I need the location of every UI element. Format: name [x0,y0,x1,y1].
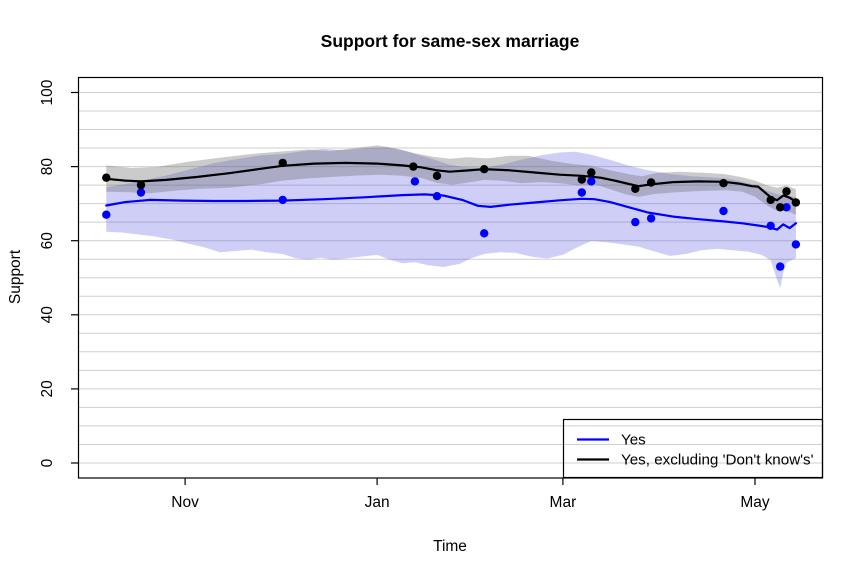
y-axis: 0 20 40 60 80 100 [39,79,78,467]
y-tick-label: 100 [39,79,56,105]
legend-label-yes-excluding: Yes, excluding 'Don't know's' [621,452,814,469]
poll-point-yes [776,262,785,271]
x-tick-label: Jan [365,494,390,511]
poll-point-yes [766,221,775,230]
poll-point-yes-excluding [278,158,287,168]
poll-point-yes [719,206,728,216]
poll-point-yes-excluding [782,187,791,196]
poll-point-yes [278,195,287,205]
x-axis: Nov Jan Mar May [171,478,770,511]
legend: Yes Yes, excluding 'Don't know's' [562,418,824,479]
trend-line-yes-excluding [105,161,798,203]
poll-point-yes [432,192,442,201]
trend-line-yes [105,193,798,231]
poll-point-yes [577,188,586,197]
trend-lines [105,161,798,231]
poll-point-yes-excluding [631,184,640,193]
poll-point-yes-excluding [432,171,442,180]
y-tick-label: 20 [39,380,56,398]
poll-point-yes-excluding [776,203,785,212]
poll-point-yes [102,210,111,219]
poll-point-yes-excluding [577,175,586,184]
poll-point-yes [410,177,420,186]
poll-point-yes [587,177,596,186]
poll-point-yes [646,214,656,223]
poll-point-yes [791,240,801,249]
poll-point-yes-excluding [409,162,418,171]
chart-title: Support for same-sex marriage [321,31,580,51]
poll-point-yes-excluding [136,180,146,190]
poll-point-yes [631,217,640,227]
x-tick-label: Mar [550,494,577,511]
legend-box [562,418,824,479]
poll-point-yes [782,203,791,212]
poll-point-yes-excluding [587,168,596,177]
y-tick-label: 40 [39,306,56,324]
y-axis-label: Support [7,249,24,304]
poll-point-yes-excluding [791,198,801,207]
poll-point-yes-excluding [480,165,489,174]
x-tick-label: May [740,494,770,511]
poll-point-yes [480,229,489,238]
poll-point-yes-excluding [766,195,775,205]
poll-point-yes-excluding [646,178,656,187]
plot-border [77,76,824,479]
y-tick-label: 0 [39,458,56,467]
x-tick-label: Nov [171,494,199,511]
poll-point-yes [136,188,146,197]
poll-points [102,158,801,271]
x-axis-label: Time [433,538,467,555]
legend-label-yes: Yes [621,432,646,449]
y-tick-label: 80 [39,158,56,176]
poll-point-yes-excluding [719,179,728,188]
poll-point-yes-excluding [102,173,111,182]
y-tick-label: 60 [39,232,56,250]
gridlines [78,92,823,464]
